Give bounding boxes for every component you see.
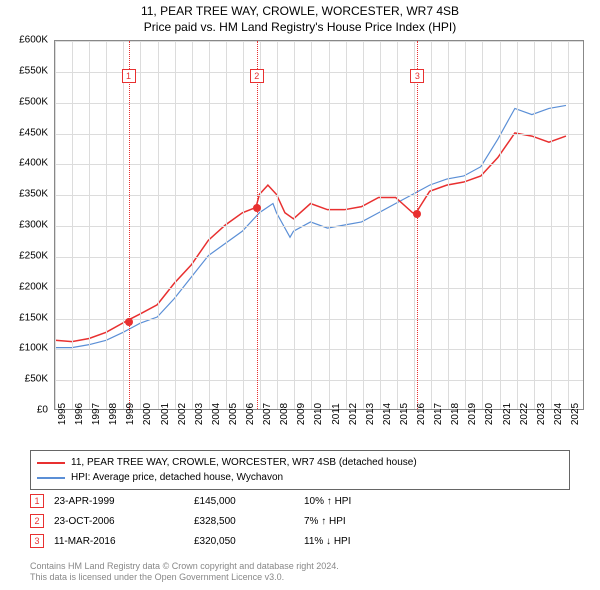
chart-event-dot bbox=[125, 318, 133, 326]
x-tick-label: 2010 bbox=[313, 403, 324, 425]
x-tick-label: 2006 bbox=[245, 403, 256, 425]
x-tick-label: 2008 bbox=[279, 403, 290, 425]
event-row: 2 23-OCT-2006 £328,500 7% ↑ HPI bbox=[30, 514, 570, 528]
chart-marker-box: 1 bbox=[122, 69, 136, 83]
x-tick-label: 1999 bbox=[125, 403, 136, 425]
x-tick-label: 2007 bbox=[262, 403, 273, 425]
event-table: 1 23-APR-1999 £145,000 10% ↑ HPI 2 23-OC… bbox=[30, 494, 570, 554]
x-tick-label: 2009 bbox=[296, 403, 307, 425]
y-axis-labels: £0£50K£100K£150K£200K£250K£300K£350K£400… bbox=[0, 40, 50, 410]
x-tick-label: 2012 bbox=[348, 403, 359, 425]
x-tick-label: 1996 bbox=[74, 403, 85, 425]
event-marker-box: 1 bbox=[30, 494, 44, 508]
x-tick-label: 2001 bbox=[160, 403, 171, 425]
x-tick-label: 2011 bbox=[331, 403, 342, 425]
x-tick-label: 2018 bbox=[450, 403, 461, 425]
x-tick-label: 2013 bbox=[365, 403, 376, 425]
legend-label: 11, PEAR TREE WAY, CROWLE, WORCESTER, WR… bbox=[71, 455, 417, 470]
chart-event-dot bbox=[253, 204, 261, 212]
y-tick-label: £450K bbox=[19, 127, 48, 138]
event-hpi: 7% ↑ HPI bbox=[304, 516, 346, 527]
y-tick-label: £0 bbox=[37, 405, 48, 416]
legend-swatch bbox=[37, 477, 65, 479]
event-price: £145,000 bbox=[194, 496, 294, 507]
x-tick-label: 2004 bbox=[211, 403, 222, 425]
y-tick-label: £600K bbox=[19, 35, 48, 46]
x-tick-label: 2020 bbox=[484, 403, 495, 425]
y-tick-label: £300K bbox=[19, 220, 48, 231]
x-tick-label: 2023 bbox=[536, 403, 547, 425]
event-date: 23-OCT-2006 bbox=[54, 516, 184, 527]
x-tick-label: 2025 bbox=[570, 403, 581, 425]
footer-attribution: Contains HM Land Registry data © Crown c… bbox=[30, 561, 339, 584]
x-tick-label: 2024 bbox=[553, 403, 564, 425]
header: 11, PEAR TREE WAY, CROWLE, WORCESTER, WR… bbox=[0, 0, 600, 35]
x-tick-label: 2003 bbox=[194, 403, 205, 425]
x-tick-label: 2005 bbox=[228, 403, 239, 425]
legend-swatch bbox=[37, 462, 65, 464]
y-tick-label: £150K bbox=[19, 312, 48, 323]
footer-line: Contains HM Land Registry data © Crown c… bbox=[30, 561, 339, 573]
footer-line: This data is licensed under the Open Gov… bbox=[30, 572, 339, 584]
event-hpi: 11% ↓ HPI bbox=[304, 536, 351, 547]
y-tick-label: £50K bbox=[25, 374, 48, 385]
chart-subtitle: Price paid vs. HM Land Registry's House … bbox=[0, 20, 600, 36]
x-tick-label: 2000 bbox=[142, 403, 153, 425]
x-tick-label: 2021 bbox=[502, 403, 513, 425]
chart-marker-box: 3 bbox=[410, 69, 424, 83]
x-tick-label: 2014 bbox=[382, 403, 393, 425]
y-tick-label: £400K bbox=[19, 158, 48, 169]
event-row: 3 11-MAR-2016 £320,050 11% ↓ HPI bbox=[30, 534, 570, 548]
y-tick-label: £550K bbox=[19, 65, 48, 76]
y-tick-label: £250K bbox=[19, 250, 48, 261]
x-tick-label: 1998 bbox=[108, 403, 119, 425]
x-tick-label: 1997 bbox=[91, 403, 102, 425]
y-tick-label: £500K bbox=[19, 96, 48, 107]
x-tick-label: 1995 bbox=[57, 403, 68, 425]
chart-container: 11, PEAR TREE WAY, CROWLE, WORCESTER, WR… bbox=[0, 0, 600, 590]
y-tick-label: £350K bbox=[19, 189, 48, 200]
event-hpi: 10% ↑ HPI bbox=[304, 496, 351, 507]
x-tick-label: 2015 bbox=[399, 403, 410, 425]
legend: 11, PEAR TREE WAY, CROWLE, WORCESTER, WR… bbox=[30, 450, 570, 490]
event-date: 11-MAR-2016 bbox=[54, 536, 184, 547]
x-tick-label: 2016 bbox=[416, 403, 427, 425]
event-price: £320,050 bbox=[194, 536, 294, 547]
legend-item: 11, PEAR TREE WAY, CROWLE, WORCESTER, WR… bbox=[37, 455, 563, 470]
x-tick-label: 2017 bbox=[433, 403, 444, 425]
chart-title: 11, PEAR TREE WAY, CROWLE, WORCESTER, WR… bbox=[0, 4, 600, 20]
chart-event-dot bbox=[413, 210, 421, 218]
chart-marker-box: 2 bbox=[250, 69, 264, 83]
line-chart-svg bbox=[55, 41, 583, 409]
x-tick-label: 2002 bbox=[177, 403, 188, 425]
y-tick-label: £100K bbox=[19, 343, 48, 354]
x-axis-labels: 1995199619971998199920002001200220032004… bbox=[54, 412, 584, 452]
event-date: 23-APR-1999 bbox=[54, 496, 184, 507]
plot-area: 1 2 3 bbox=[54, 40, 584, 410]
legend-label: HPI: Average price, detached house, Wych… bbox=[71, 470, 283, 485]
event-marker-box: 2 bbox=[30, 514, 44, 528]
legend-item: HPI: Average price, detached house, Wych… bbox=[37, 470, 563, 485]
x-tick-label: 2022 bbox=[519, 403, 530, 425]
event-marker-box: 3 bbox=[30, 534, 44, 548]
event-row: 1 23-APR-1999 £145,000 10% ↑ HPI bbox=[30, 494, 570, 508]
y-tick-label: £200K bbox=[19, 281, 48, 292]
event-price: £328,500 bbox=[194, 516, 294, 527]
x-tick-label: 2019 bbox=[467, 403, 478, 425]
